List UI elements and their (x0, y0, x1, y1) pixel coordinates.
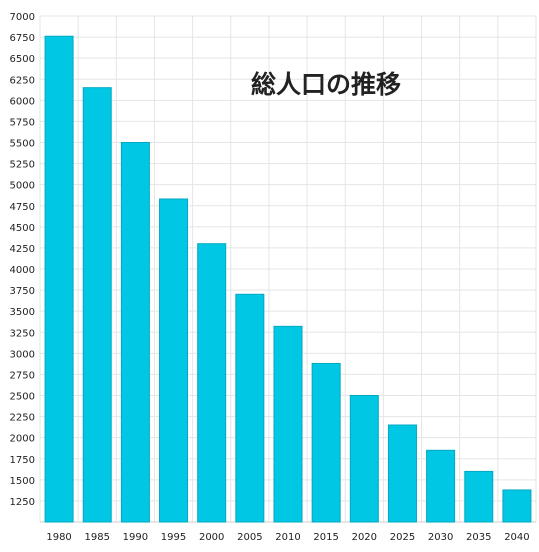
y-tick-label: 3250 (10, 328, 35, 339)
bar-2010 (273, 325, 303, 523)
y-tick-label: 4500 (10, 223, 35, 234)
bar-2020 (349, 395, 379, 523)
chart-title: 総人口の推移 (251, 70, 401, 99)
bar-2040 (502, 489, 532, 523)
y-tick-labels: 1250 1500 1750 2000 2250 2500 2750 3000 3250 3500… (10, 12, 35, 508)
x-tick-label: 2040 (504, 532, 529, 543)
y-tick-label: 5000 (10, 181, 35, 192)
y-tick-label: 7000 (10, 12, 35, 23)
x-tick-label: 2015 (313, 532, 338, 543)
y-tick-label: 5250 (10, 160, 35, 171)
x-tick-label: 1985 (85, 532, 110, 543)
x-tick-label: 2010 (275, 532, 300, 543)
x-tick-label: 1995 (161, 532, 186, 543)
bars (44, 35, 532, 523)
y-tick-label: 1250 (10, 497, 35, 508)
x-tick-label: 2035 (466, 532, 491, 543)
bar-1990 (120, 142, 150, 523)
y-tick-label: 3000 (10, 349, 35, 360)
y-tick-label: 4000 (10, 265, 35, 276)
x-tick-label: 2020 (352, 532, 377, 543)
y-tick-label: 1500 (10, 476, 35, 487)
x-tick-labels: 1980 1985 1990 1995 2000 2005 2010 2015 2020 2025… (46, 532, 529, 543)
y-tick-label: 2000 (10, 434, 35, 445)
bar-2035 (464, 470, 494, 523)
y-tick-label: 4250 (10, 244, 35, 255)
y-tick-label: 5500 (10, 139, 35, 150)
y-tick-label: 1750 (10, 455, 35, 466)
bar-1980 (44, 35, 74, 523)
x-tick-label: 2025 (390, 532, 415, 543)
y-tick-label: 2250 (10, 413, 35, 424)
y-tick-label: 6000 (10, 96, 35, 107)
y-tick-label: 2500 (10, 392, 35, 403)
bar-2005 (235, 293, 265, 523)
bar-2025 (387, 424, 417, 523)
x-tick-label: 2005 (237, 532, 262, 543)
x-tick-label: 2030 (428, 532, 453, 543)
bar-2000 (197, 243, 227, 523)
y-tick-label: 3750 (10, 286, 35, 297)
bar-2030 (426, 449, 456, 523)
y-tick-label: 6250 (10, 75, 35, 86)
y-tick-label: 4750 (10, 202, 35, 213)
bar-1995 (159, 198, 189, 523)
y-tick-label: 6750 (10, 33, 35, 44)
bar-1985 (82, 87, 112, 523)
x-tick-label: 1980 (46, 532, 71, 543)
x-tick-label: 1990 (123, 532, 148, 543)
y-tick-label: 6500 (10, 54, 35, 65)
x-tick-label: 2000 (199, 532, 224, 543)
y-tick-label: 3500 (10, 307, 35, 318)
y-tick-label: 2750 (10, 370, 35, 381)
y-tick-label: 5750 (10, 117, 35, 128)
bar-2015 (311, 362, 341, 523)
